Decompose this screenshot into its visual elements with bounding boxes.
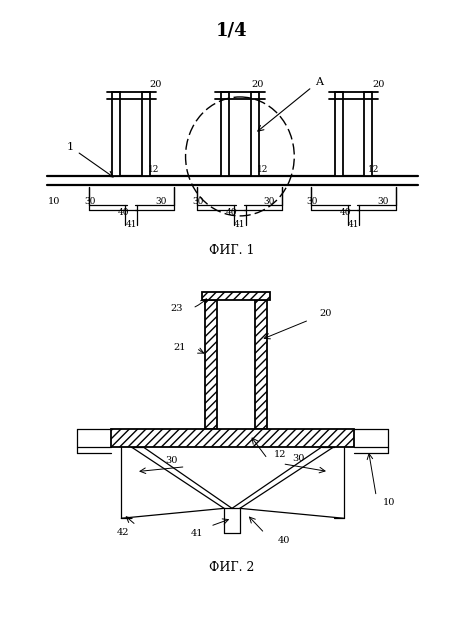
Text: 41: 41 bbox=[190, 529, 203, 538]
Text: 23: 23 bbox=[170, 303, 182, 312]
Text: 30: 30 bbox=[165, 456, 177, 465]
Text: 10: 10 bbox=[382, 498, 394, 507]
Text: 12: 12 bbox=[273, 451, 285, 460]
Bar bbox=[221, 92, 229, 176]
Text: ФИГ. 1: ФИГ. 1 bbox=[209, 244, 254, 257]
Bar bbox=[363, 92, 371, 176]
Text: 40: 40 bbox=[277, 536, 289, 545]
Bar bbox=[205, 300, 217, 429]
Text: 40: 40 bbox=[117, 209, 129, 218]
Text: ФИГ. 2: ФИГ. 2 bbox=[209, 561, 254, 574]
Text: 30: 30 bbox=[155, 196, 166, 205]
Text: 30: 30 bbox=[306, 196, 317, 205]
Bar bbox=[142, 92, 150, 176]
Text: 1: 1 bbox=[66, 141, 73, 152]
Text: 20: 20 bbox=[371, 79, 383, 88]
Text: 30: 30 bbox=[84, 196, 95, 205]
Bar bbox=[254, 300, 266, 429]
Text: 30: 30 bbox=[192, 196, 204, 205]
Text: 40: 40 bbox=[226, 209, 237, 218]
Text: 12: 12 bbox=[148, 165, 159, 174]
Text: 1/4: 1/4 bbox=[216, 22, 247, 40]
Text: A: A bbox=[314, 77, 322, 87]
Text: 41: 41 bbox=[234, 220, 245, 229]
Text: 20: 20 bbox=[318, 308, 331, 317]
Text: 20: 20 bbox=[150, 79, 162, 88]
Text: 21: 21 bbox=[173, 343, 185, 352]
Text: 20: 20 bbox=[251, 79, 263, 88]
Text: 30: 30 bbox=[292, 454, 304, 463]
Text: 30: 30 bbox=[263, 196, 275, 205]
Text: 10: 10 bbox=[48, 196, 60, 205]
Bar bbox=[334, 92, 342, 176]
Text: 41: 41 bbox=[125, 220, 137, 229]
Text: 41: 41 bbox=[347, 220, 358, 229]
Bar bbox=[250, 92, 258, 176]
Text: 30: 30 bbox=[377, 196, 388, 205]
Text: 42: 42 bbox=[117, 527, 129, 537]
Bar bbox=[111, 429, 353, 447]
Text: 12: 12 bbox=[367, 165, 378, 174]
Text: 12: 12 bbox=[257, 165, 268, 174]
Bar bbox=[202, 292, 269, 300]
Text: 40: 40 bbox=[339, 209, 350, 218]
Bar bbox=[112, 92, 120, 176]
